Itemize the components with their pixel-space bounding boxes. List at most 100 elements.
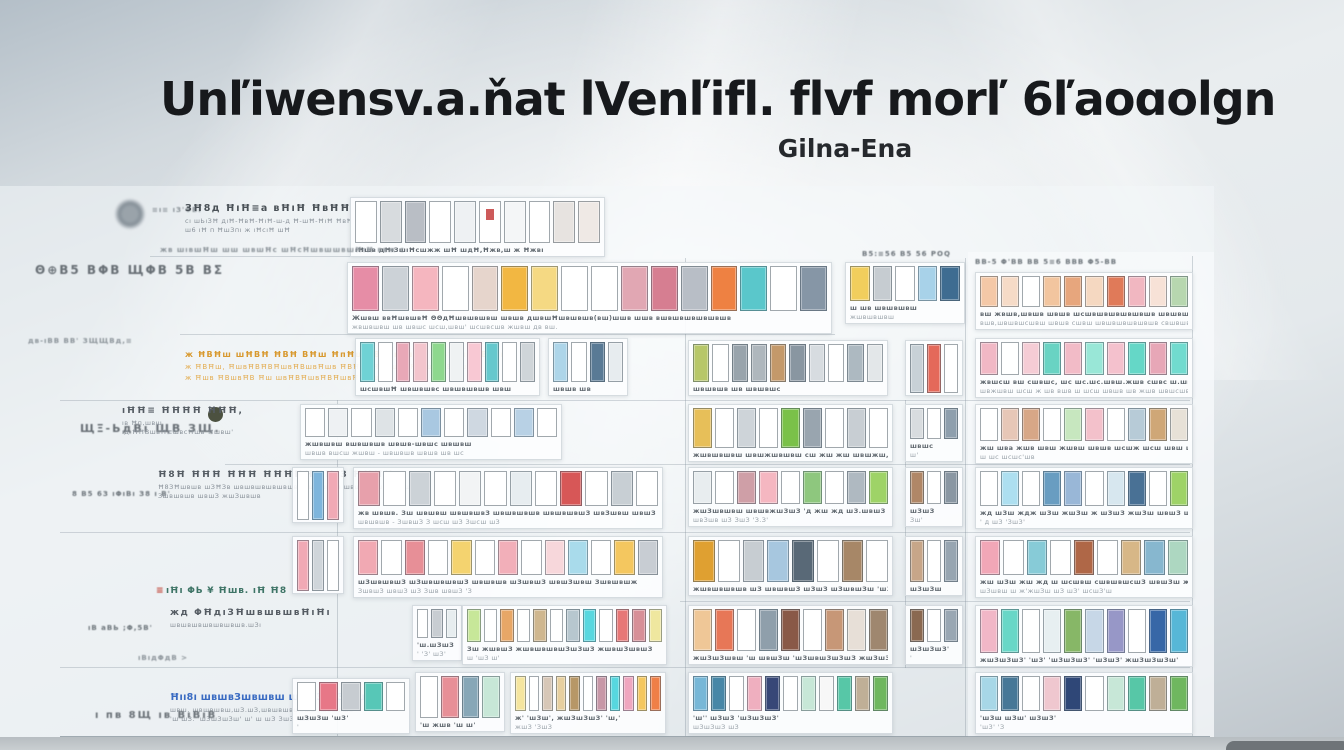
thumbnail[interactable]: [783, 676, 798, 711]
catalog-strip-r7d[interactable]: жшЗшЗшЗ' 'шЗ' 'шЗшЗшЗ' 'шЗшЗ' жшЗшЗшЗш': [975, 605, 1193, 667]
thumbnail[interactable]: [544, 540, 565, 575]
thumbnail[interactable]: [693, 676, 708, 711]
thumbnail[interactable]: [500, 609, 514, 642]
thumbnail[interactable]: [866, 540, 888, 582]
thumbnail[interactable]: [521, 540, 542, 575]
thumbnail[interactable]: [740, 266, 768, 311]
catalog-strip-r6c[interactable]: жшвшвшвшв шЗ швшвшЗ шЗшЗ шЗшвшЗш 'шЗшЗ: [688, 536, 893, 596]
thumbnail[interactable]: [1001, 609, 1020, 653]
thumbnail[interactable]: [872, 266, 893, 301]
thumbnail[interactable]: [585, 471, 608, 506]
catalog-strip-r4a[interactable]: жшвшвш вшвшвшв швшв-швшс швшвш швшв вшсш …: [300, 404, 562, 460]
thumbnail[interactable]: [352, 266, 379, 311]
thumbnail[interactable]: [413, 342, 429, 382]
thumbnail[interactable]: [759, 609, 778, 651]
thumbnail[interactable]: [451, 540, 472, 575]
catalog-strip-r5n[interactable]: шЗшЗ Зш': [905, 467, 963, 527]
thumbnail[interactable]: [478, 201, 501, 243]
thumbnail[interactable]: [404, 201, 427, 243]
catalog-strip-r6a[interactable]: [292, 536, 344, 594]
thumbnail[interactable]: [531, 266, 559, 311]
thumbnail[interactable]: [1050, 540, 1071, 575]
thumbnail[interactable]: [759, 408, 778, 448]
thumbnail[interactable]: [944, 471, 958, 504]
thumbnail[interactable]: [395, 342, 411, 382]
catalog-strip-r3n[interactable]: [905, 340, 963, 396]
catalog-strip-r4d[interactable]: жш шва жшв швш жшвш швшв шсшж шсш швш шс…: [975, 404, 1193, 464]
thumbnail[interactable]: [528, 201, 551, 243]
thumbnail[interactable]: [377, 342, 393, 382]
thumbnail[interactable]: [927, 344, 941, 393]
thumbnail[interactable]: [847, 471, 866, 504]
thumbnail[interactable]: [471, 266, 499, 311]
thumbnail[interactable]: [385, 682, 406, 711]
thumbnail[interactable]: [596, 676, 607, 711]
thumbnail[interactable]: [1127, 471, 1146, 506]
thumbnail[interactable]: [1106, 408, 1125, 441]
thumbnail[interactable]: [1001, 342, 1020, 375]
thumbnail[interactable]: [1064, 609, 1083, 653]
thumbnail[interactable]: [759, 471, 778, 504]
thumbnail[interactable]: [737, 609, 756, 651]
thumbnail[interactable]: [397, 408, 418, 437]
thumbnail[interactable]: [1085, 609, 1104, 653]
thumbnail[interactable]: [693, 540, 715, 582]
thumbnail[interactable]: [513, 408, 534, 437]
thumbnail[interactable]: [1085, 676, 1104, 711]
thumbnail[interactable]: [1120, 540, 1142, 575]
thumbnail[interactable]: [635, 471, 658, 506]
thumbnail[interactable]: [327, 540, 339, 591]
thumbnail[interactable]: [1022, 609, 1041, 653]
thumbnail[interactable]: [737, 471, 756, 504]
thumbnail[interactable]: [1169, 609, 1188, 653]
catalog-strip-r6d[interactable]: жш шЗш жш жд ш шсшвш сшвшвшсшЗ швшЗш ж З…: [975, 536, 1193, 598]
thumbnail[interactable]: [431, 609, 443, 638]
thumbnail[interactable]: [1148, 609, 1167, 653]
thumbnail[interactable]: [837, 676, 852, 711]
thumbnail[interactable]: [417, 609, 429, 638]
thumbnail[interactable]: [770, 266, 798, 311]
thumbnail[interactable]: [1127, 676, 1146, 711]
thumbnail[interactable]: [927, 471, 941, 504]
thumbnail[interactable]: [610, 471, 633, 506]
thumbnail[interactable]: [648, 609, 662, 642]
thumbnail[interactable]: [404, 540, 425, 575]
thumbnail[interactable]: [578, 201, 600, 243]
thumbnail[interactable]: [1127, 609, 1146, 653]
thumbnail[interactable]: [808, 344, 826, 382]
thumbnail[interactable]: [737, 408, 756, 448]
thumbnail[interactable]: [680, 266, 708, 311]
thumbnail[interactable]: [800, 266, 827, 311]
thumbnail[interactable]: [482, 676, 500, 718]
thumbnail[interactable]: [650, 676, 662, 711]
thumbnail[interactable]: [910, 408, 924, 439]
thumbnail[interactable]: [1043, 276, 1062, 307]
thumbnail[interactable]: [497, 540, 519, 575]
thumbnail[interactable]: [711, 676, 726, 711]
thumbnail[interactable]: [803, 408, 822, 448]
thumbnail[interactable]: [534, 471, 557, 506]
thumbnail[interactable]: [483, 609, 497, 642]
thumbnail[interactable]: [715, 609, 734, 651]
thumbnail[interactable]: [1043, 609, 1062, 653]
thumbnail[interactable]: [770, 344, 787, 382]
thumbnail[interactable]: [490, 408, 511, 437]
thumbnail[interactable]: [623, 676, 634, 711]
thumbnail[interactable]: [715, 471, 734, 504]
catalog-strip-r8b[interactable]: 'ш жшв 'ш ш': [415, 672, 505, 732]
thumbnail[interactable]: [328, 408, 349, 437]
thumbnail[interactable]: [440, 676, 459, 718]
thumbnail[interactable]: [910, 344, 924, 393]
thumbnail[interactable]: [636, 676, 648, 711]
thumbnail[interactable]: [750, 344, 768, 382]
thumbnail[interactable]: [1001, 276, 1020, 307]
thumbnail[interactable]: [555, 676, 567, 711]
thumbnail[interactable]: [615, 609, 629, 642]
thumbnail[interactable]: [1003, 540, 1024, 575]
thumbnail[interactable]: [341, 682, 361, 711]
thumbnail[interactable]: [855, 676, 870, 711]
thumbnail[interactable]: [1022, 676, 1041, 711]
thumbnail[interactable]: [381, 266, 409, 311]
thumbnail[interactable]: [693, 344, 710, 382]
thumbnail[interactable]: [869, 471, 888, 504]
